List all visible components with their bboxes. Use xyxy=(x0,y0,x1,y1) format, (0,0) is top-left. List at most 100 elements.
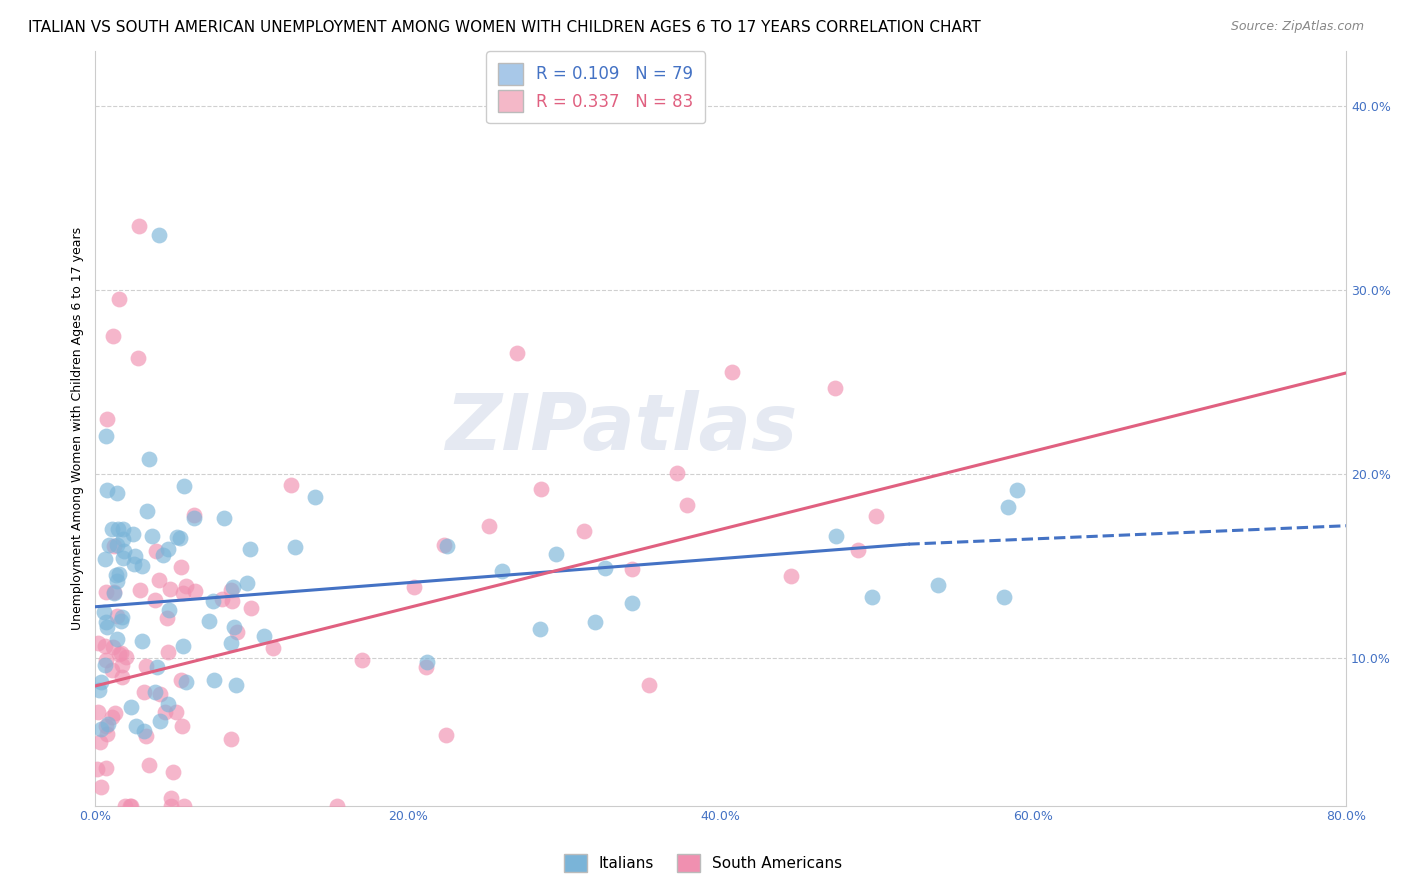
Point xyxy=(183,508,205,523)
Point xyxy=(824,381,846,395)
Point xyxy=(122,527,145,541)
Point xyxy=(236,576,259,591)
Point xyxy=(101,640,124,654)
Point xyxy=(779,569,801,583)
Point xyxy=(595,561,617,575)
Point xyxy=(239,541,262,556)
Text: ITALIAN VS SOUTH AMERICAN UNEMPLOYMENT AMONG WOMEN WITH CHILDREN AGES 6 TO 17 YE: ITALIAN VS SOUTH AMERICAN UNEMPLOYMENT A… xyxy=(28,20,981,35)
Point xyxy=(138,451,160,466)
Point xyxy=(620,562,643,576)
Point xyxy=(530,482,553,496)
Point xyxy=(149,687,172,701)
Point xyxy=(222,620,245,634)
Point xyxy=(176,675,198,690)
Point xyxy=(621,596,644,610)
Point xyxy=(114,798,136,813)
Point xyxy=(122,557,145,571)
Point xyxy=(157,542,180,557)
Point xyxy=(128,583,150,598)
Point xyxy=(125,719,148,733)
Point xyxy=(173,798,195,813)
Point xyxy=(94,761,117,775)
Point xyxy=(94,653,117,667)
Point xyxy=(131,558,153,573)
Point xyxy=(105,485,128,500)
Point xyxy=(89,683,111,698)
Point xyxy=(103,585,125,599)
Point xyxy=(211,591,233,606)
Point xyxy=(997,500,1019,514)
Point xyxy=(90,722,112,736)
Point xyxy=(721,366,744,380)
Point xyxy=(98,538,121,552)
Point xyxy=(94,615,117,630)
Point xyxy=(583,615,606,629)
Point xyxy=(146,660,169,674)
Point xyxy=(666,467,689,481)
Point xyxy=(350,652,373,666)
Point xyxy=(402,580,425,594)
Point xyxy=(90,780,112,794)
Point xyxy=(97,716,120,731)
Point xyxy=(86,763,108,777)
Point xyxy=(96,412,118,426)
Point xyxy=(135,504,157,518)
Point xyxy=(96,585,118,599)
Text: ZIPatlas: ZIPatlas xyxy=(444,390,797,467)
Point xyxy=(90,675,112,690)
Point xyxy=(107,292,129,306)
Point xyxy=(221,580,243,594)
Point xyxy=(172,586,194,600)
Point xyxy=(927,578,949,592)
Point xyxy=(101,663,124,677)
Point xyxy=(304,490,326,504)
Point xyxy=(157,697,180,711)
Point xyxy=(638,678,661,692)
Point xyxy=(112,544,135,558)
Point xyxy=(544,547,567,561)
Point xyxy=(165,705,187,719)
Legend: Italians, South Americans: Italians, South Americans xyxy=(555,846,851,880)
Point xyxy=(676,498,699,512)
Point xyxy=(110,646,132,660)
Point xyxy=(529,622,551,636)
Point xyxy=(111,609,134,624)
Point xyxy=(101,710,124,724)
Point xyxy=(160,791,183,805)
Point xyxy=(162,764,184,779)
Point xyxy=(124,549,146,563)
Point xyxy=(157,645,180,659)
Point xyxy=(262,640,284,655)
Point xyxy=(103,539,125,553)
Point xyxy=(434,727,457,741)
Point xyxy=(170,673,193,687)
Point xyxy=(149,714,172,728)
Point xyxy=(416,655,439,669)
Point xyxy=(96,620,118,634)
Point xyxy=(89,735,111,749)
Point xyxy=(436,540,458,554)
Point xyxy=(201,593,224,607)
Point xyxy=(148,227,170,242)
Y-axis label: Unemployment Among Women with Children Ages 6 to 17 years: Unemployment Among Women with Children A… xyxy=(72,227,84,630)
Point xyxy=(101,522,124,536)
Point xyxy=(120,798,142,813)
Point xyxy=(112,523,135,537)
Point xyxy=(135,729,157,743)
Point xyxy=(111,670,134,684)
Point xyxy=(132,685,155,699)
Point xyxy=(108,647,131,661)
Point xyxy=(107,522,129,536)
Point xyxy=(111,551,134,566)
Point xyxy=(221,731,243,746)
Point xyxy=(104,567,127,582)
Point xyxy=(120,798,142,813)
Point xyxy=(111,658,134,673)
Point xyxy=(103,586,125,600)
Point xyxy=(865,508,887,523)
Point xyxy=(153,705,176,719)
Point xyxy=(159,798,181,813)
Point xyxy=(226,624,249,639)
Point xyxy=(135,659,157,673)
Point xyxy=(1005,483,1028,497)
